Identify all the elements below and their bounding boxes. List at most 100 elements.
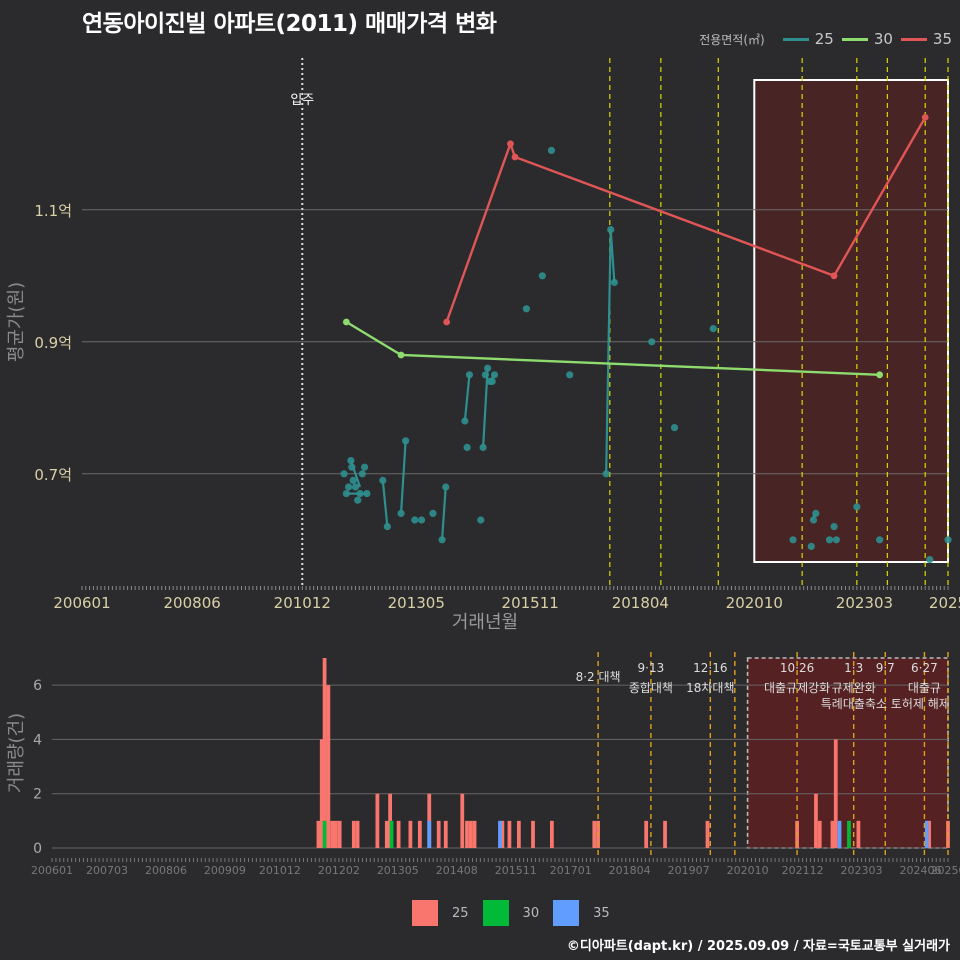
x-tick-label-6: 202010: [726, 594, 783, 612]
series-25-point: [789, 536, 797, 544]
series-25-point: [926, 556, 934, 564]
bar-25: [460, 793, 465, 848]
bar-25: [322, 658, 327, 848]
bar-25: [856, 820, 861, 848]
bar-25: [319, 739, 324, 848]
bar-35: [837, 820, 842, 848]
series-30-point: [876, 371, 884, 379]
series-25-point: [463, 443, 471, 451]
series-25-point: [832, 536, 840, 544]
legend-swatch-25: [782, 37, 809, 41]
series-25-point: [411, 516, 419, 524]
x-tick-label-5: 201804: [612, 594, 669, 612]
bar-25: [375, 793, 380, 848]
policy-date-label-2: 12·16: [693, 661, 727, 675]
series-25-point: [812, 509, 820, 517]
bar-25: [549, 820, 554, 848]
y-axis-title: 평균가(원): [6, 282, 27, 362]
bar-y-axis-title: 거래량(건): [6, 713, 27, 793]
bar-25: [472, 820, 477, 848]
bar-x-tick-label-7: 201408: [436, 864, 478, 877]
series-25-link: [609, 229, 616, 283]
series-35-point: [443, 318, 451, 326]
legend-label-35: 35: [932, 30, 952, 48]
series-25-point: [484, 364, 492, 372]
bar-x-tick-label-2: 200806: [145, 864, 187, 877]
bar-25: [330, 820, 335, 848]
series-25-point: [876, 536, 884, 544]
bar-x-tick-label-12: 202010: [727, 864, 769, 877]
bar-legend-item-35: 35: [553, 900, 610, 926]
bar-x-tick-label-6: 201305: [377, 864, 419, 877]
series-25-point: [342, 490, 350, 498]
bar-x-tick-label-9: 201701: [550, 864, 592, 877]
series-25-point: [417, 516, 426, 524]
series-25-point: [830, 523, 838, 531]
bar-x-tick-label-0: 200601: [31, 864, 73, 877]
bar-highlight-box: [746, 657, 949, 849]
series-25-point: [379, 476, 387, 484]
policy-sub-label-4: 대출규제강화: [764, 681, 830, 695]
legend-swatch-35: [900, 37, 927, 41]
y-tick-label-0: 0.7억: [34, 466, 72, 484]
series-25-point: [648, 338, 656, 346]
series-25-point: [479, 443, 487, 451]
policy-date-label-4: 10·26: [780, 661, 814, 675]
legend-label-30: 30: [873, 30, 893, 48]
bar-25: [337, 820, 342, 848]
series-25-point: [347, 457, 355, 465]
series-25-point: [610, 278, 618, 286]
bar-25: [468, 820, 473, 848]
bar-25: [516, 820, 521, 848]
top-legend: 전용면적(㎡) 25 30 35: [699, 30, 952, 48]
series-25-point: [607, 226, 615, 234]
x-tick-label-1: 200806: [164, 594, 221, 612]
bar-x-tick-label-15: 202406: [899, 864, 941, 877]
bar-legend-label-35: 35: [593, 905, 610, 921]
bar-legend-swatch-35: [553, 900, 580, 926]
series-25-point: [429, 509, 437, 517]
series-25-point: [340, 470, 348, 478]
policy-date-label-7: 6·27: [911, 661, 938, 675]
series-25-point: [363, 490, 371, 498]
bar-25: [507, 820, 512, 848]
series-25-point: [853, 503, 861, 511]
bar-x-tick-label-4: 201012: [259, 864, 301, 877]
series-25-point: [547, 146, 556, 154]
series-25-point: [358, 470, 366, 478]
series-35-point: [511, 153, 519, 161]
bar-25: [334, 820, 338, 848]
bar-y-tick-label-0: 0: [33, 841, 42, 857]
series-35-point: [507, 140, 514, 148]
policy-date-label-1: 9·13: [638, 661, 665, 675]
policy-date-label-5: 1·3: [844, 661, 863, 675]
legend-title: 전용면적(㎡): [699, 32, 765, 47]
bar-legend-item-30: 30: [482, 900, 539, 926]
bar-y-tick-label-1: 2: [33, 787, 42, 803]
bar-25: [417, 820, 422, 848]
bar-25: [833, 739, 838, 848]
bar-30: [322, 820, 327, 848]
legend-item-30: 30: [841, 30, 893, 48]
bar-x-tick-label-5: 201202: [318, 864, 360, 877]
bar-y-tick-label-3: 6: [33, 678, 42, 694]
legend-swatch-30: [841, 37, 868, 41]
series-25-point: [709, 325, 717, 333]
policy-sub-label-6: 특례대출축소 토허제 해제: [821, 697, 950, 711]
series-25-point: [465, 371, 474, 379]
x-tick-label-4: 201511: [502, 594, 559, 612]
bar-25: [531, 820, 535, 848]
series-25-point: [442, 483, 450, 491]
bar-25: [316, 820, 321, 848]
series-25-link: [399, 440, 407, 514]
series-25-point: [807, 542, 815, 551]
series-25-point: [351, 483, 360, 491]
series-25-point: [356, 490, 364, 498]
series-25-point: [825, 536, 834, 544]
bar-35: [924, 820, 929, 848]
series-35-point: [921, 114, 929, 121]
series-30-point: [397, 351, 405, 359]
bar-x-tick-label-11: 201907: [668, 864, 710, 877]
bar-25: [326, 685, 331, 848]
